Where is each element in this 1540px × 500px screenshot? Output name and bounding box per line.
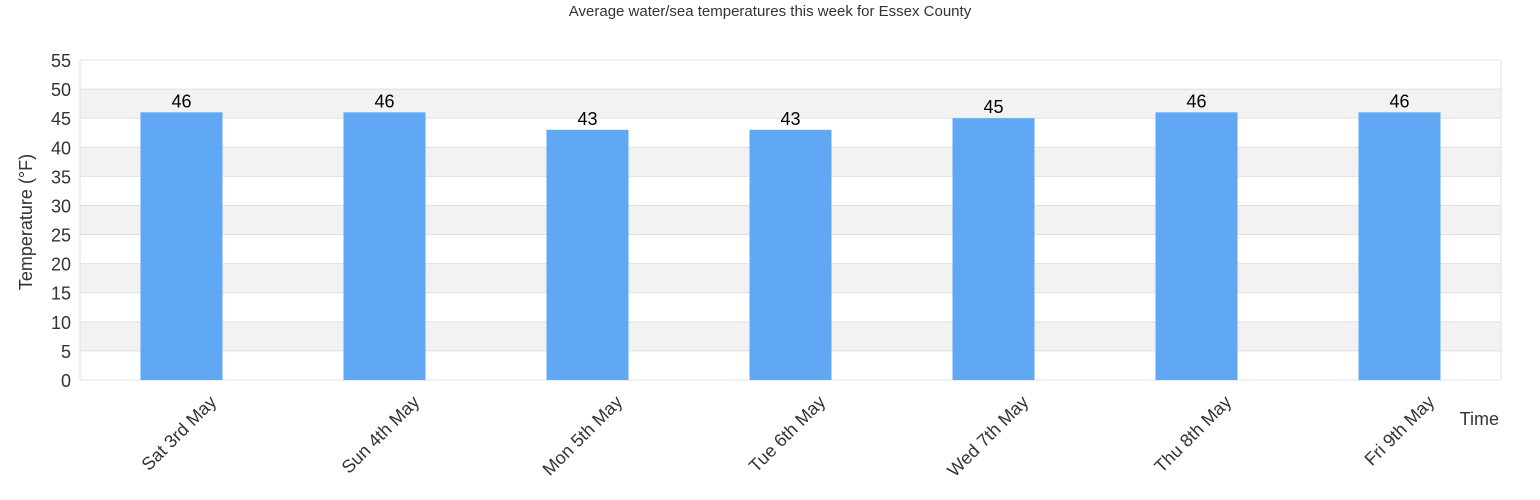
data-label: 46 <box>1186 91 1206 111</box>
data-label: 45 <box>983 97 1003 117</box>
bar <box>1358 112 1441 380</box>
x-tick-label: Tue 6th May <box>745 392 829 476</box>
y-tick-label: 45 <box>51 109 71 129</box>
data-label: 46 <box>1389 91 1409 111</box>
y-tick-label: 0 <box>61 371 71 391</box>
x-tick-label: Sat 3rd May <box>138 392 221 475</box>
bars <box>140 112 1441 380</box>
y-tick-label: 40 <box>51 138 71 158</box>
bar <box>952 118 1035 380</box>
background-band <box>80 89 1501 119</box>
x-tick-label: Wed 7th May <box>943 392 1032 481</box>
y-tick-label: 50 <box>51 80 71 100</box>
data-label: 46 <box>374 91 394 111</box>
bar <box>140 112 223 380</box>
y-tick-label: 55 <box>51 51 71 71</box>
bar <box>749 129 832 380</box>
y-tick-label: 35 <box>51 167 71 187</box>
bar <box>343 112 426 380</box>
y-tick-label: 20 <box>51 255 71 275</box>
data-label: 43 <box>577 109 597 129</box>
y-tick-label: 5 <box>61 342 71 362</box>
x-tick-label: Fri 9th May <box>1361 392 1439 470</box>
x-tick-label: Thu 8th May <box>1150 392 1235 477</box>
y-tick-label: 10 <box>51 313 71 333</box>
x-axis-label: Time <box>1460 409 1499 429</box>
data-label: 46 <box>171 91 191 111</box>
bar <box>546 129 629 380</box>
y-axis-ticks: 0 5 10 15 20 25 30 35 40 45 50 55 <box>51 51 71 391</box>
y-axis-label: Temperature (°F) <box>16 154 36 290</box>
y-tick-label: 25 <box>51 226 71 246</box>
chart-title: Average water/sea temperatures this week… <box>569 3 972 20</box>
background-band <box>80 60 1501 90</box>
data-label: 43 <box>780 109 800 129</box>
y-tick-label: 15 <box>51 284 71 304</box>
x-tick-label: Mon 5th May <box>539 392 627 480</box>
x-axis-ticks: Sat 3rd May Sun 4th May Mon 5th May Tue 6th… <box>138 392 1439 481</box>
x-tick-label: Sun 4th May <box>338 392 424 478</box>
y-tick-label: 30 <box>51 196 71 216</box>
bar <box>1155 112 1238 380</box>
data-labels: 46 46 43 43 45 46 46 <box>171 91 1409 128</box>
